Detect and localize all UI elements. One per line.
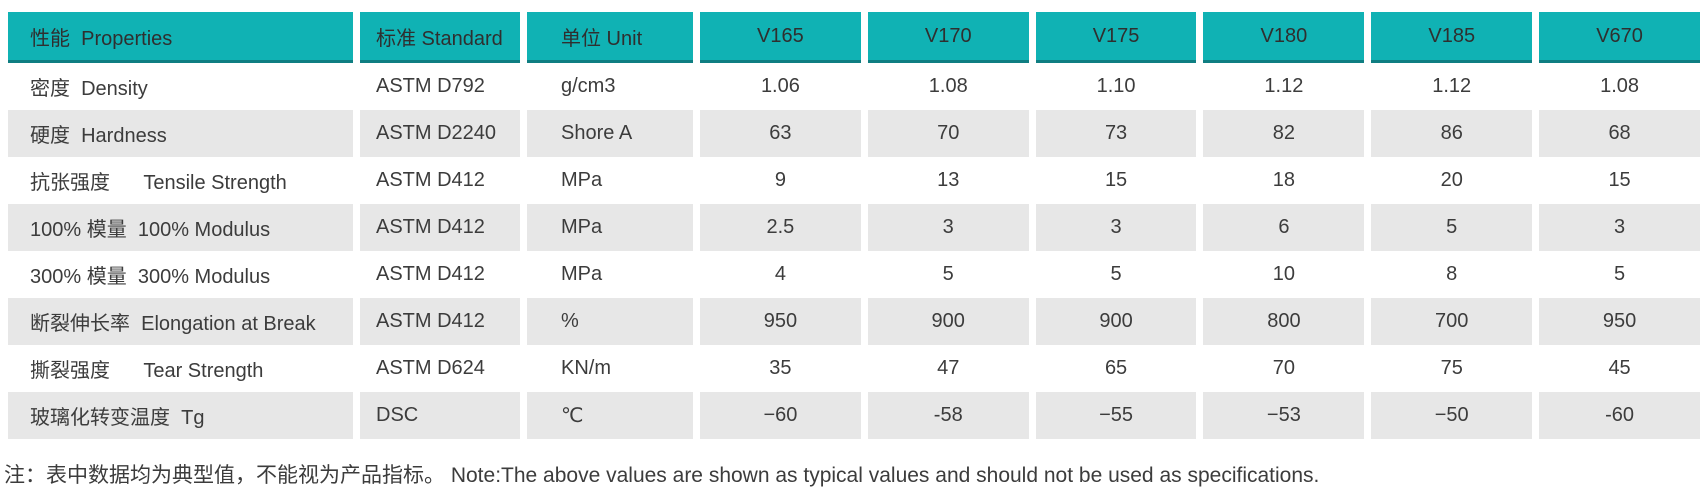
col-header-standard: 标准 Standard (360, 12, 520, 63)
value-cell: 45 (1539, 345, 1700, 392)
value-cell: 3 (1539, 204, 1700, 251)
value-cell: -60 (1539, 392, 1700, 439)
unit-cell: MPa (527, 251, 693, 298)
value-cell: 1.08 (867, 63, 1029, 110)
standard-cell: ASTM D412 (360, 157, 520, 204)
col-header-v165: V165 (700, 12, 861, 63)
unit-cell: Shore A (527, 110, 693, 157)
value-cell: 70 (1203, 345, 1365, 392)
value-cell: 10 (1203, 251, 1365, 298)
value-cell: 47 (867, 345, 1029, 392)
property-cell: 撕裂强度 Tear Strength (8, 345, 353, 392)
value-cell: −53 (1203, 392, 1365, 439)
property-cell: 100% 模量 100% Modulus (8, 204, 353, 251)
value-cell: 35 (700, 345, 861, 392)
value-cell: 900 (1035, 298, 1197, 345)
value-cell: −50 (1371, 392, 1533, 439)
value-cell: 2.5 (700, 204, 861, 251)
col-header-v180: V180 (1203, 12, 1365, 63)
value-cell: 15 (1539, 157, 1700, 204)
property-cell: 300% 模量 300% Modulus (8, 251, 353, 298)
value-cell: 5 (867, 251, 1029, 298)
standard-cell: ASTM D792 (360, 63, 520, 110)
value-cell: 15 (1035, 157, 1197, 204)
value-cell: 65 (1035, 345, 1197, 392)
table-row: 300% 模量 300% Modulus ASTM D412 MPa 4 5 5 10 8 5 (8, 251, 1700, 298)
value-cell: 68 (1539, 110, 1700, 157)
value-cell: 1.08 (1539, 63, 1700, 110)
value-cell: 3 (1035, 204, 1197, 251)
property-cell: 玻璃化转变温度 Tg (8, 392, 353, 439)
value-cell: 4 (700, 251, 861, 298)
table-header-row: 性能 Properties 标准 Standard 单位 Unit V165 V… (8, 12, 1700, 63)
col-header-v170: V170 (867, 12, 1029, 63)
value-cell: 75 (1371, 345, 1533, 392)
unit-cell: ℃ (527, 392, 693, 439)
col-header-properties: 性能 Properties (8, 12, 353, 63)
value-cell: 86 (1371, 110, 1533, 157)
value-cell: 950 (700, 298, 861, 345)
standard-cell: ASTM D412 (360, 204, 520, 251)
value-cell: 20 (1371, 157, 1533, 204)
col-header-unit: 单位 Unit (527, 12, 693, 63)
col-header-v175: V175 (1035, 12, 1197, 63)
value-cell: 900 (867, 298, 1029, 345)
value-cell: −55 (1035, 392, 1197, 439)
unit-cell: MPa (527, 157, 693, 204)
value-cell: 63 (700, 110, 861, 157)
value-cell: 950 (1539, 298, 1700, 345)
value-cell: 1.12 (1371, 63, 1533, 110)
value-cell: 18 (1203, 157, 1365, 204)
standard-cell: ASTM D2240 (360, 110, 520, 157)
table-row: 断裂伸长率 Elongation at Break ASTM D412% 950 90… (8, 298, 1700, 345)
value-cell: 8 (1371, 251, 1533, 298)
table-row: 抗张强度 Tensile Strength ASTM D412 MPa 9 13 15 18… (8, 157, 1700, 204)
standard-cell: ASTM D412 (360, 251, 520, 298)
value-cell: 5 (1035, 251, 1197, 298)
value-cell: 13 (867, 157, 1029, 204)
property-cell: 断裂伸长率 Elongation at Break (8, 298, 353, 345)
unit-cell: g/cm3 (527, 63, 693, 110)
col-header-v185: V185 (1371, 12, 1533, 63)
value-cell: 1.10 (1035, 63, 1197, 110)
unit-cell: % (527, 298, 693, 345)
material-properties-table: 性能 Properties 标准 Standard 单位 Unit V165 V… (1, 12, 1707, 439)
value-cell: 5 (1371, 204, 1533, 251)
table-body: 密度 Density ASTM D792 g/cm3 1.06 1.08 1.10 1.12… (8, 63, 1700, 439)
property-cell: 抗张强度 Tensile Strength (8, 157, 353, 204)
value-cell: 1.06 (700, 63, 861, 110)
unit-cell: MPa (527, 204, 693, 251)
value-cell: 70 (867, 110, 1029, 157)
value-cell: 700 (1371, 298, 1533, 345)
value-cell: 6 (1203, 204, 1365, 251)
table-row: 撕裂强度 Tear Strength ASTM D624 KN/m 35 47 65 70 7… (8, 345, 1700, 392)
value-cell: -58 (867, 392, 1029, 439)
value-cell: 1.12 (1203, 63, 1365, 110)
value-cell: 3 (867, 204, 1029, 251)
unit-cell: KN/m (527, 345, 693, 392)
table-row: 玻璃化转变温度 Tg DSC ℃ −60 -58 −55 −53 −50 -60 (8, 392, 1700, 439)
standard-cell: ASTM D412 (360, 298, 520, 345)
standard-cell: DSC (360, 392, 520, 439)
value-cell: 9 (700, 157, 861, 204)
value-cell: 73 (1035, 110, 1197, 157)
table-row: 100% 模量 100% Modulus ASTM D412 MPa 2.5 3 3 6 5 3 (8, 204, 1700, 251)
value-cell: 800 (1203, 298, 1365, 345)
standard-cell: ASTM D624 (360, 345, 520, 392)
col-header-v670: V670 (1539, 12, 1700, 63)
property-cell: 硬度 Hardness (8, 110, 353, 157)
table-row: 密度 Density ASTM D792 g/cm3 1.06 1.08 1.10 1.12… (8, 63, 1700, 110)
property-cell: 密度 Density (8, 63, 353, 110)
value-cell: 5 (1539, 251, 1700, 298)
value-cell: 82 (1203, 110, 1365, 157)
footnote: 注：表中数据均为典型值，不能视为产品指标。 Note:The above val… (4, 464, 1320, 487)
table-row: 硬度 Hardness ASTM D2240 Shore A 63 70 73 82 86 68 (8, 110, 1700, 157)
value-cell: −60 (700, 392, 861, 439)
